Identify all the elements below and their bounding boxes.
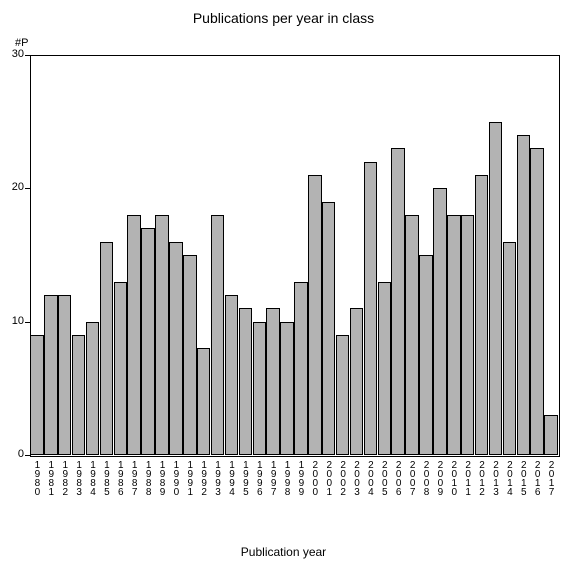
bar [169,242,182,455]
y-tick-mark [25,188,30,189]
bar [517,135,530,455]
bar [100,242,113,455]
x-tick-label: 2013 [490,460,500,496]
x-tick-label: 1990 [171,460,181,496]
bar [447,215,460,455]
x-tick-label: 1994 [226,460,236,496]
x-tick-label: 2007 [407,460,417,496]
bar [183,255,196,455]
x-tick-label: 1981 [46,460,56,496]
bar [294,282,307,455]
x-tick-label: 2015 [518,460,528,496]
x-tick-label: 2000 [310,460,320,496]
x-tick-label: 2005 [379,460,389,496]
y-tick-label: 30 [12,48,24,60]
x-tick-label: 2012 [477,460,487,496]
x-tick-label: 2009 [435,460,445,496]
y-tick-mark [25,455,30,456]
y-tick-label: 10 [12,315,24,327]
x-tick-label: 1995 [240,460,250,496]
y-tick-label: 0 [18,448,24,460]
bar [489,122,502,455]
bar [211,215,224,455]
x-tick-label: 1993 [213,460,223,496]
bar [127,215,140,455]
bar [72,335,85,455]
bar [266,308,279,455]
x-tick-label: 2008 [421,460,431,496]
x-tick-label: 2004 [365,460,375,496]
bar [350,308,363,455]
x-tick-label: 1985 [101,460,111,496]
bar [114,282,127,455]
bar [225,295,238,455]
bar [239,308,252,455]
bar [530,148,543,455]
bar [391,148,404,455]
x-tick-label: 2010 [449,460,459,496]
x-tick-label: 2011 [463,460,473,496]
bar [364,162,377,455]
bar [336,335,349,455]
x-tick-label: 2003 [352,460,362,496]
x-tick-label: 1982 [60,460,70,496]
bar [378,282,391,455]
x-tick-label: 1980 [32,460,42,496]
bar [475,175,488,455]
bar [141,228,154,455]
x-tick-label: 1989 [157,460,167,496]
x-axis-title: Publication year [0,545,567,559]
x-tick-label: 1998 [282,460,292,496]
bar [197,348,210,455]
bar [322,202,335,455]
bar [433,188,446,455]
y-tick-mark [25,322,30,323]
bar [86,322,99,455]
bar [503,242,516,455]
bar [30,335,43,455]
x-tick-label: 2002 [338,460,348,496]
bar [155,215,168,455]
x-tick-label: 1992 [199,460,209,496]
bar [280,322,293,455]
x-tick-label: 1999 [296,460,306,496]
y-tick-mark [25,55,30,56]
bar [44,295,57,455]
bar [461,215,474,455]
x-tick-label: 1997 [268,460,278,496]
bar [308,175,321,455]
x-tick-label: 1986 [115,460,125,496]
x-tick-label: 2017 [546,460,556,496]
chart-container: Publications per year in class #P Public… [0,0,567,567]
bar [419,255,432,455]
x-tick-label: 2014 [504,460,514,496]
x-tick-label: 1987 [129,460,139,496]
y-tick-label: 20 [12,181,24,193]
bar [58,295,71,455]
chart-title: Publications per year in class [0,10,567,26]
x-tick-label: 2016 [532,460,542,496]
x-tick-label: 1991 [185,460,195,496]
x-tick-label: 2006 [393,460,403,496]
x-tick-label: 2001 [324,460,334,496]
x-tick-label: 1988 [143,460,153,496]
x-tick-label: 1996 [254,460,264,496]
bar [405,215,418,455]
x-tick-label: 1983 [74,460,84,496]
x-tick-label: 1984 [88,460,98,496]
bar [544,415,557,455]
bar [253,322,266,455]
